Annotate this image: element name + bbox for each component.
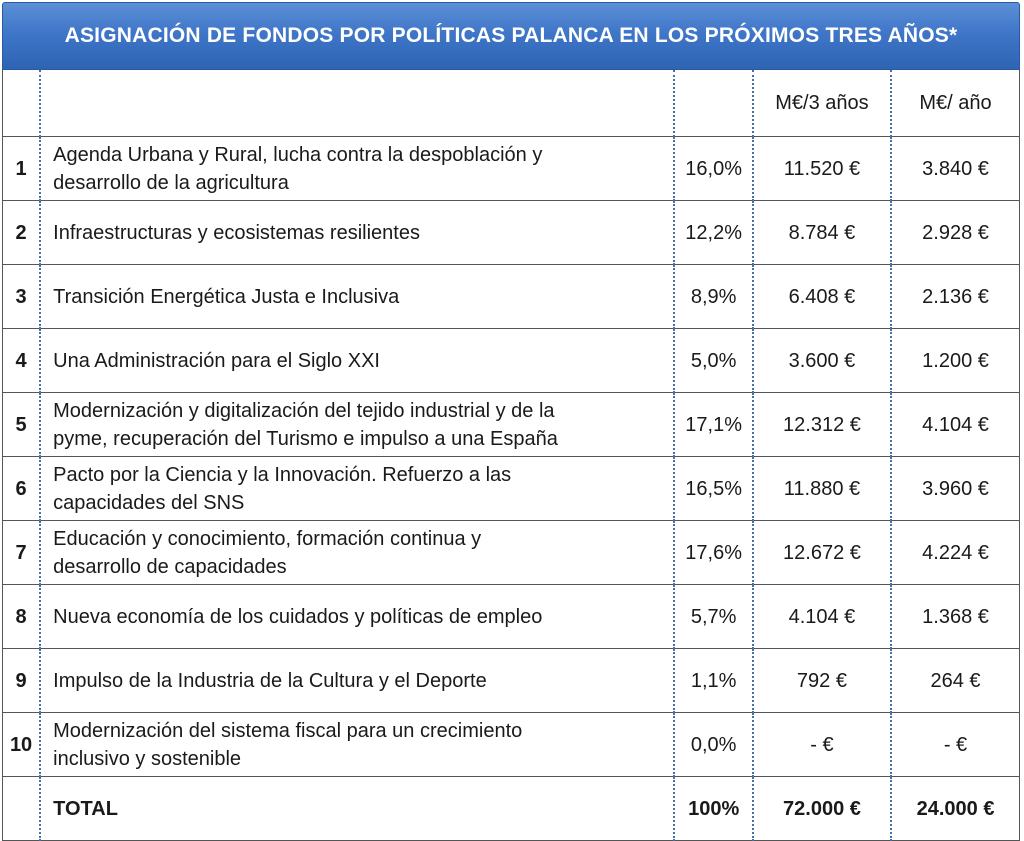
row-number: 2 [2,200,42,265]
row-description: Pacto por la Ciencia y la Innovación. Re… [39,456,676,521]
header-num-cell [2,70,42,137]
row-percentage: 12,2% [673,200,754,265]
table-row: 5 Modernización y digitalización del tej… [2,392,1021,457]
total-label: TOTAL [39,776,676,841]
row-number: 8 [2,584,42,649]
table-row: 1 Agenda Urbana y Rural, lucha contra la… [2,136,1021,201]
row-amount-per-year: 1.368 € [890,584,1021,649]
row-amount-3-years: 3.600 € [751,328,893,393]
table-row: 4 Una Administración para el Siglo XXI 5… [2,328,1021,393]
row-description-line2: capacidades del SNS [53,491,245,514]
total-row: TOTAL 100% 72.000 € 24.000 € [2,776,1021,841]
total-num-cell [2,776,42,841]
row-number: 6 [2,456,42,521]
row-percentage: 16,0% [673,136,754,201]
row-description: Agenda Urbana y Rural, lucha contra la d… [39,136,676,201]
table-row: 8 Nueva economía de los cuidados y polít… [2,584,1021,649]
table-row: 6 Pacto por la Ciencia y la Innovación. … [2,456,1021,521]
row-number: 4 [2,328,42,393]
row-description-line2: desarrollo de la agricultura [53,171,289,194]
row-percentage: 0,0% [673,712,754,777]
table-row: 9 Impulso de la Industria de la Cultura … [2,648,1021,713]
row-amount-3-years: - € [751,712,893,777]
row-description-line1: Agenda Urbana y Rural, lucha contra la d… [53,143,543,166]
row-description: Modernización y digitalización del tejid… [39,392,676,457]
row-percentage: 8,9% [673,264,754,329]
row-amount-per-year: 2.928 € [890,200,1021,265]
row-number: 9 [2,648,42,713]
row-amount-3-years: 12.672 € [751,520,893,585]
header-desc-cell [39,70,676,137]
row-amount-per-year: 4.104 € [890,392,1021,457]
funds-table: M€/3 años M€/ año 1 Agenda Urbana y Rura… [2,70,1021,841]
table-row: 10 Modernización del sistema fiscal para… [2,712,1021,777]
row-number: 10 [2,712,42,777]
row-description: Nueva economía de los cuidados y polític… [39,584,676,649]
row-description-line2: inclusivo y sostenible [53,747,242,770]
row-description: Educación y conocimiento, formación cont… [39,520,676,585]
row-number: 3 [2,264,42,329]
row-percentage: 17,1% [673,392,754,457]
row-amount-3-years: 11.520 € [751,136,893,201]
row-description: Una Administración para el Siglo XXI [39,328,676,393]
row-amount-per-year: 1.200 € [890,328,1021,393]
header-row: M€/3 años M€/ año [2,70,1021,137]
row-amount-per-year: 4.224 € [890,520,1021,585]
row-amount-3-years: 792 € [751,648,893,713]
row-description-line1: Pacto por la Ciencia y la Innovación. Re… [53,463,512,486]
header-pct-cell [673,70,754,137]
row-description-line1: Modernización del sistema fiscal para un… [53,719,523,742]
row-percentage: 16,5% [673,456,754,521]
table-row: 3 Transición Energética Justa e Inclusiv… [2,264,1021,329]
row-amount-3-years: 6.408 € [751,264,893,329]
row-amount-3-years: 8.784 € [751,200,893,265]
row-description-line2: desarrollo de capacidades [53,555,287,578]
row-percentage: 5,7% [673,584,754,649]
row-description-line1: Modernización y digitalización del tejid… [53,399,555,422]
row-percentage: 1,1% [673,648,754,713]
row-description: Modernización del sistema fiscal para un… [39,712,676,777]
row-percentage: 5,0% [673,328,754,393]
row-number: 5 [2,392,42,457]
row-amount-3-years: 12.312 € [751,392,893,457]
row-description: Transición Energética Justa e Inclusiva [39,264,676,329]
row-amount-3-years: 11.880 € [751,456,893,521]
row-percentage: 17,6% [673,520,754,585]
row-description: Impulso de la Industria de la Cultura y … [39,648,676,713]
header-m1-cell: M€/ año [890,70,1021,137]
row-amount-per-year: 3.960 € [890,456,1021,521]
table-row: 7 Educación y conocimiento, formación co… [2,520,1021,585]
total-percentage: 100% [673,776,754,841]
row-amount-per-year: 2.136 € [890,264,1021,329]
row-amount-per-year: 264 € [890,648,1021,713]
header-m3-cell: M€/3 años [751,70,893,137]
row-amount-3-years: 4.104 € [751,584,893,649]
table-title: ASIGNACIÓN DE FONDOS POR POLÍTICAS PALAN… [2,2,1020,70]
row-description-line1: Educación y conocimiento, formación cont… [53,527,482,550]
row-number: 7 [2,520,42,585]
row-description-line2: pyme, recuperación del Turismo e impulso… [53,427,558,450]
row-amount-per-year: 3.840 € [890,136,1021,201]
total-amount-3-years: 72.000 € [751,776,893,841]
row-number: 1 [2,136,42,201]
row-amount-per-year: - € [890,712,1021,777]
table-row: 2 Infraestructuras y ecosistemas resilie… [2,200,1021,265]
total-amount-per-year: 24.000 € [890,776,1021,841]
row-description: Infraestructuras y ecosistemas resilient… [39,200,676,265]
